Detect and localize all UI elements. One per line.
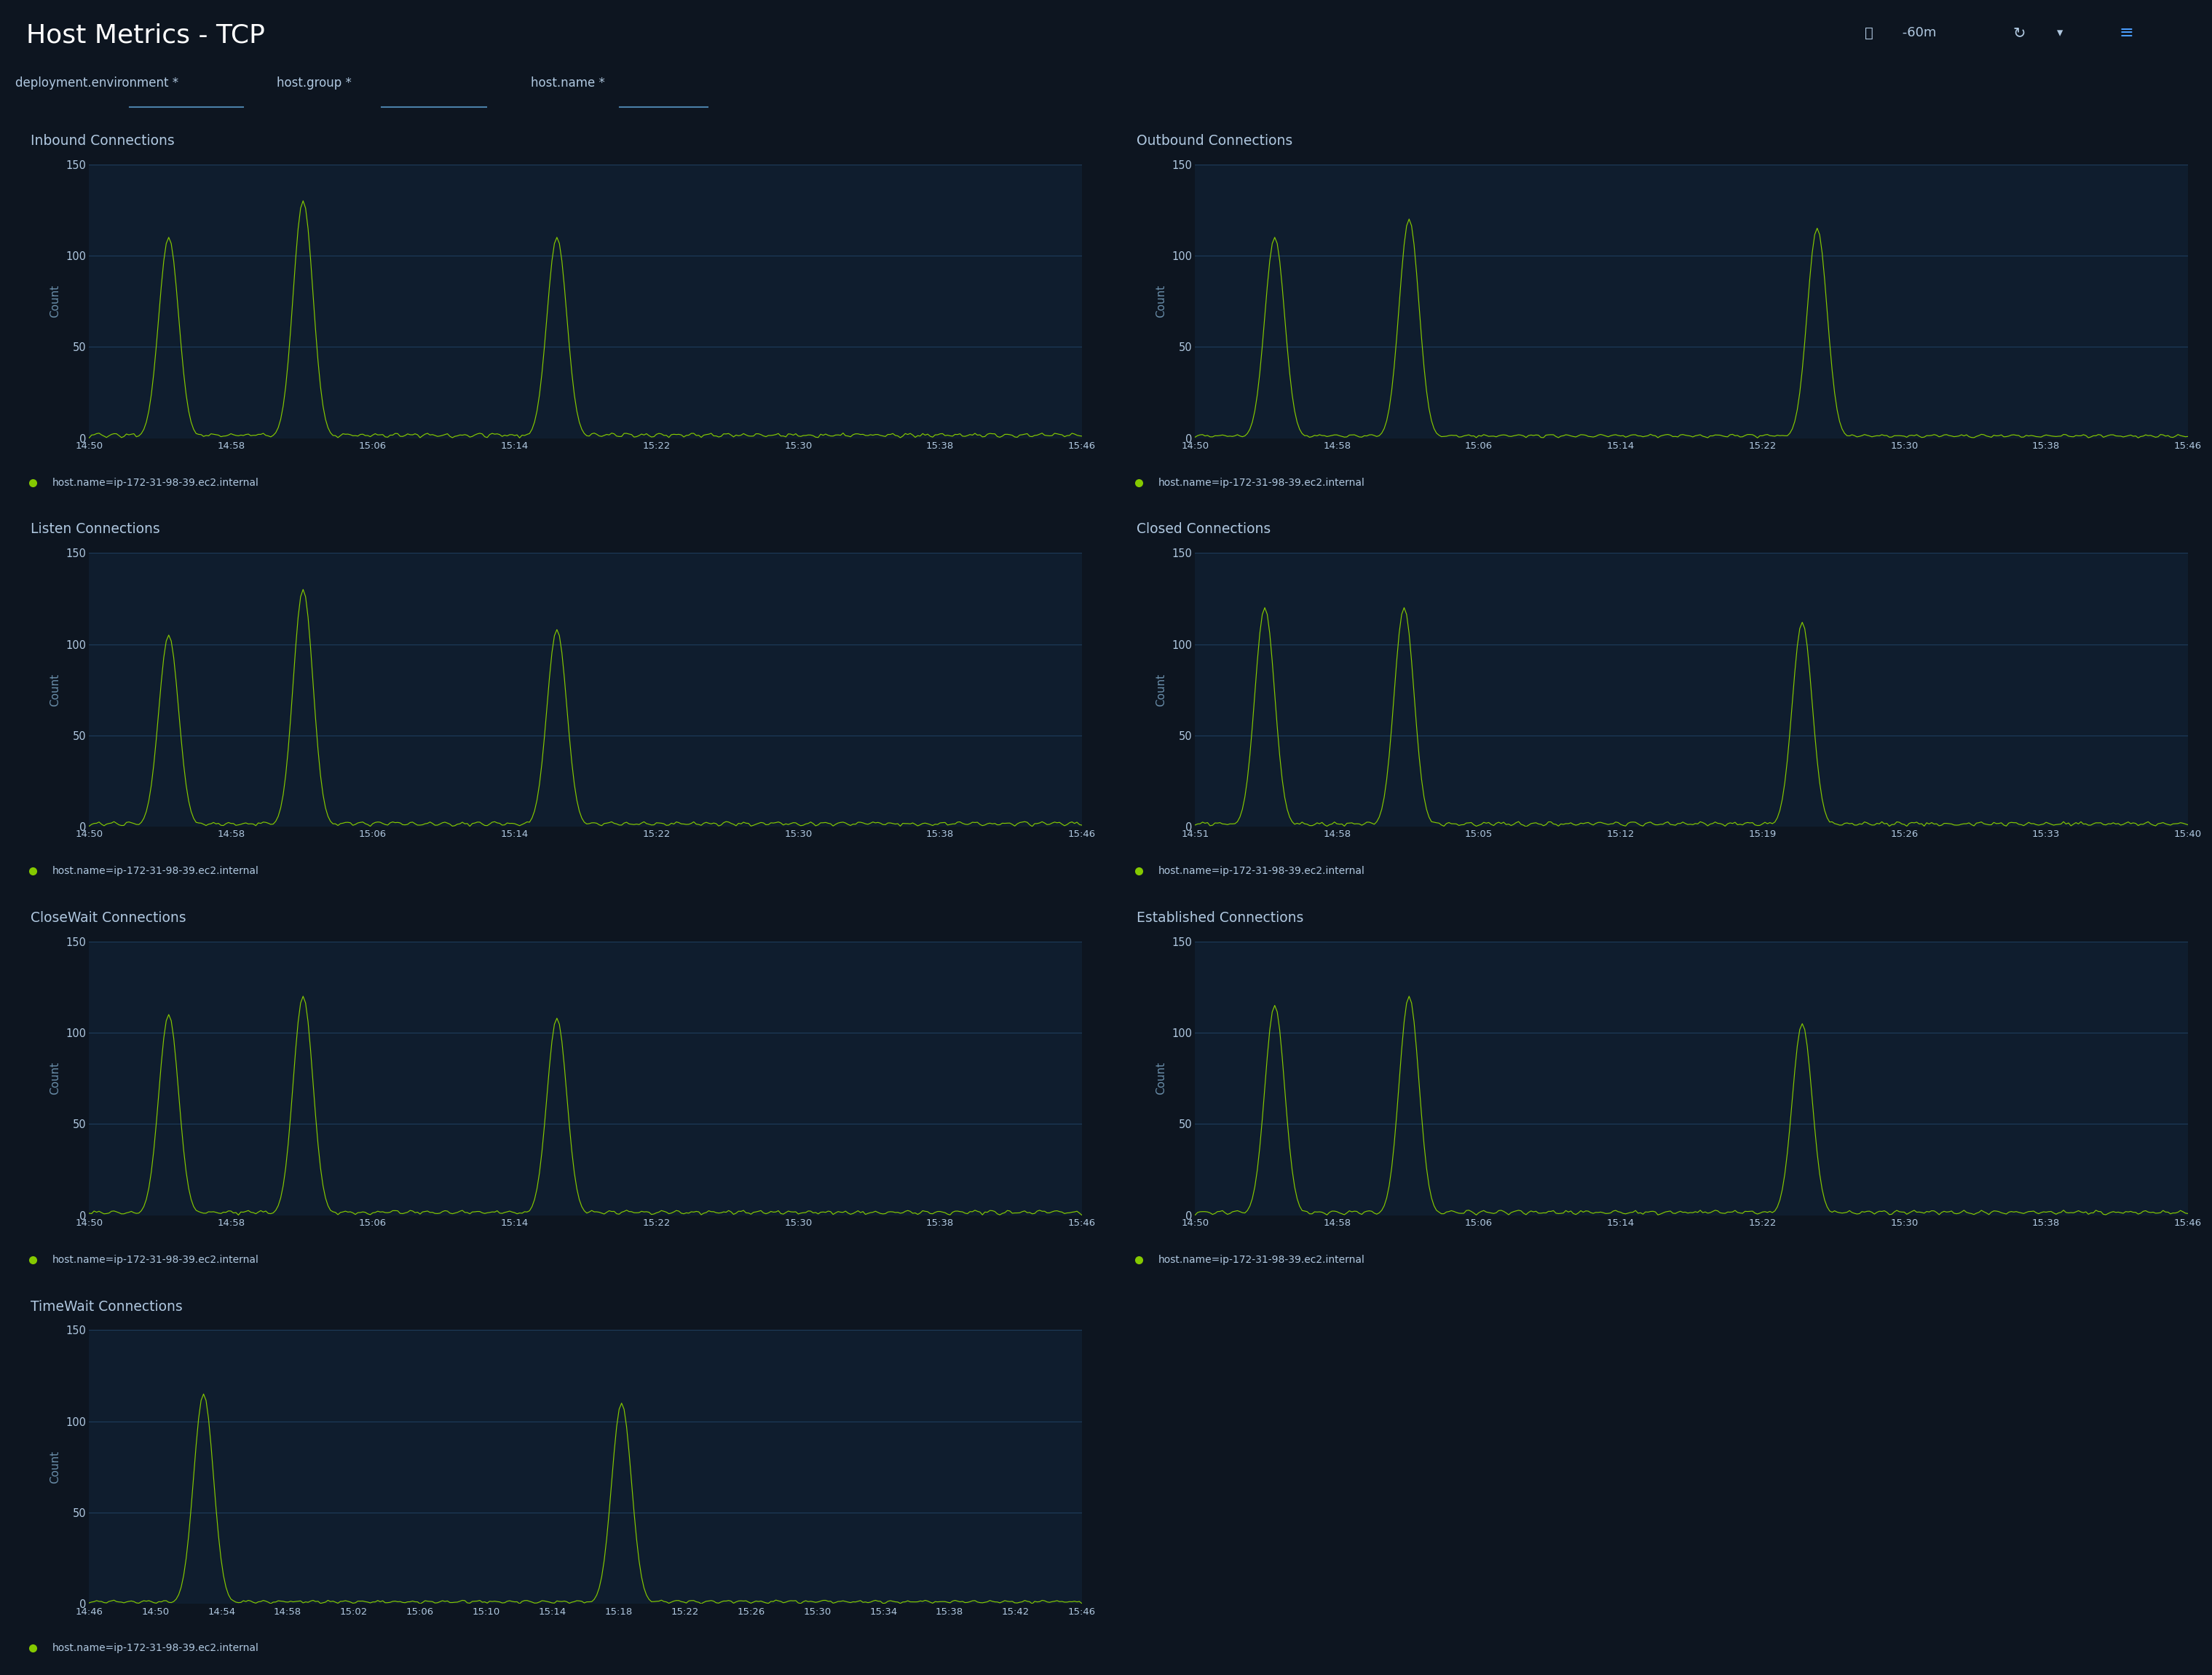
Text: Closed Connections: Closed Connections [1137, 523, 1270, 536]
Text: Listen Connections: Listen Connections [31, 523, 159, 536]
Text: host.name=ip-172-31-98-39.ec2.internal: host.name=ip-172-31-98-39.ec2.internal [53, 866, 259, 876]
Text: host.name=ip-172-31-98-39.ec2.internal: host.name=ip-172-31-98-39.ec2.internal [53, 1255, 259, 1265]
Text: TimeWait Connections: TimeWait Connections [31, 1300, 184, 1313]
Text: host.name=ip-172-31-98-39.ec2.internal: host.name=ip-172-31-98-39.ec2.internal [1159, 477, 1365, 487]
Text: ▾: ▾ [2057, 27, 2064, 40]
Text: -60m: -60m [1898, 27, 1935, 40]
Text: deployment.environment *: deployment.environment * [15, 75, 179, 89]
Y-axis label: Count: Count [49, 673, 60, 707]
Text: host.name *: host.name * [531, 75, 606, 89]
Y-axis label: Count: Count [1155, 285, 1166, 318]
Text: host.name=ip-172-31-98-39.ec2.internal: host.name=ip-172-31-98-39.ec2.internal [1159, 866, 1365, 876]
Text: ⌛: ⌛ [1865, 27, 1874, 40]
Text: ≡: ≡ [2119, 25, 2135, 42]
Text: Inbound Connections: Inbound Connections [31, 134, 175, 147]
Y-axis label: Count: Count [1155, 673, 1166, 707]
Text: CloseWait Connections: CloseWait Connections [31, 911, 186, 925]
Text: Established Connections: Established Connections [1137, 911, 1303, 925]
Text: host.name=ip-172-31-98-39.ec2.internal: host.name=ip-172-31-98-39.ec2.internal [53, 477, 259, 487]
Y-axis label: Count: Count [49, 1062, 60, 1095]
Y-axis label: Count: Count [49, 285, 60, 318]
Text: Outbound Connections: Outbound Connections [1137, 134, 1292, 147]
Text: Host Metrics - TCP: Host Metrics - TCP [27, 23, 265, 47]
Y-axis label: Count: Count [1155, 1062, 1166, 1095]
Text: host.name=ip-172-31-98-39.ec2.internal: host.name=ip-172-31-98-39.ec2.internal [53, 1643, 259, 1653]
Text: host.group *: host.group * [276, 75, 352, 89]
Text: host.name=ip-172-31-98-39.ec2.internal: host.name=ip-172-31-98-39.ec2.internal [1159, 1255, 1365, 1265]
Y-axis label: Count: Count [49, 1451, 60, 1484]
Text: ↻: ↻ [2013, 25, 2026, 40]
